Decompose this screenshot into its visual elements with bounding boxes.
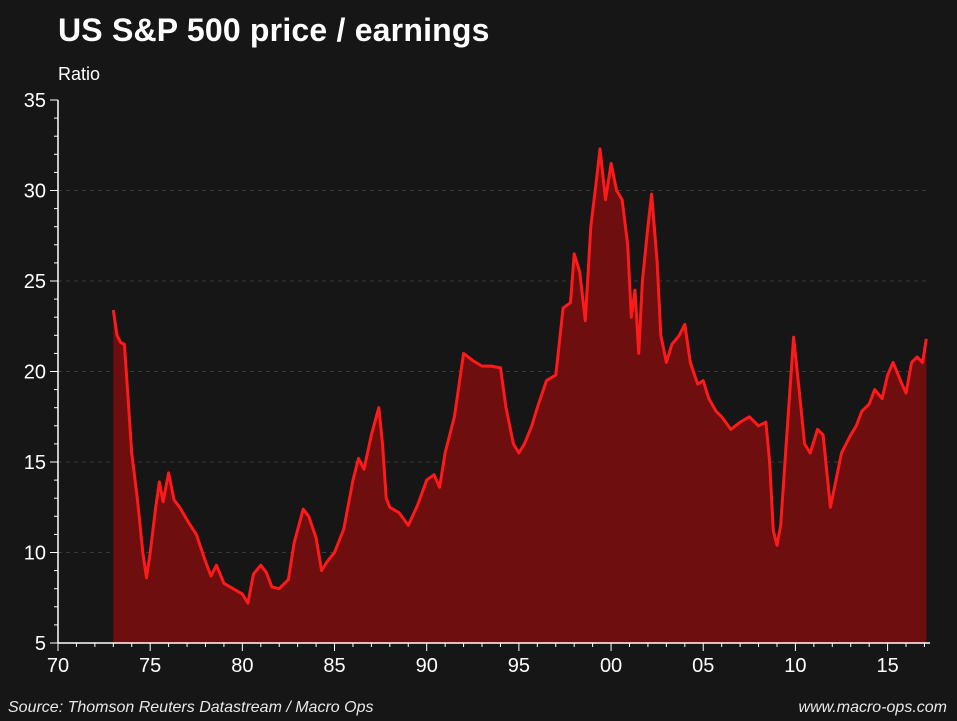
y-tick-label-5: 5 [35,633,46,655]
y-tick-label-20: 20 [24,362,46,384]
y-tick-label-35: 35 [24,90,46,112]
chart-title: US S&P 500 price / earnings [58,12,490,48]
x-tick-label-10: 10 [784,655,806,677]
x-tick-label-00: 00 [600,655,622,677]
y-tick-label-10: 10 [24,543,46,565]
pe-ratio-area [113,148,927,643]
y-axis-label: Ratio [58,64,101,84]
y-tick-label-15: 15 [24,452,46,474]
x-tick-label-80: 80 [231,655,253,677]
website-credit: www.macro-ops.com [798,699,947,716]
axes: 5 10 15 20 25 30 35 70 75 80 85 90 95 00 05 10 15 [24,90,930,677]
pe-ratio-line [111,147,928,605]
y-tick-label-30: 30 [24,181,46,203]
y-tick-label-25: 25 [24,271,46,293]
x-tick-label-15: 15 [876,655,898,677]
x-tick-label-90: 90 [416,655,438,677]
x-tick-label-85: 85 [323,655,345,677]
source-note: Source: Thomson Reuters Datastream / Mac… [8,699,374,716]
x-tick-label-95: 95 [508,655,530,677]
x-tick-label-70: 70 [47,655,69,677]
x-tick-label-05: 05 [692,655,714,677]
x-tick-label-75: 75 [139,655,161,677]
